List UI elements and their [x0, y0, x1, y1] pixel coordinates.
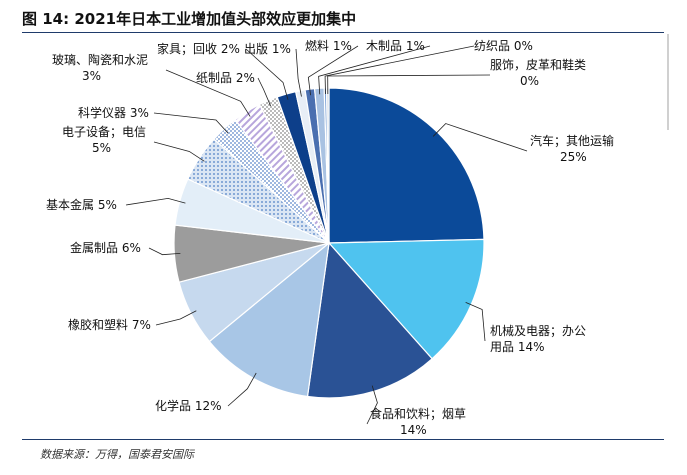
leader-line	[318, 45, 431, 95]
leader-line	[295, 48, 302, 97]
slice-label: 纺织品 0%	[474, 39, 533, 53]
chart-title: 图 14: 2021年日本工业增加值头部效应更加集中	[22, 10, 357, 28]
slice-label: 出版 1%	[244, 42, 291, 56]
leader-line	[324, 45, 475, 95]
slice-label: 木制品 1%	[366, 39, 425, 53]
leader-line	[245, 48, 289, 100]
source-note: 数据来源：万得，国泰君安国际	[40, 448, 194, 461]
slice-label: 科学仪器 3%	[78, 105, 149, 120]
title-divider	[22, 32, 664, 33]
leader-line	[307, 45, 359, 96]
slice-label: 服饰，皮革和鞋类 0%	[490, 57, 586, 88]
slice-label: 汽车；其他运输 25%	[530, 133, 614, 164]
leader-line	[125, 197, 186, 206]
leader-line	[155, 310, 197, 326]
slice-label: 纸制品 2%	[196, 71, 255, 85]
leader-line	[153, 112, 229, 134]
slice-label: 金属制品 6%	[70, 240, 141, 255]
leader-line	[327, 74, 491, 95]
leader-line	[227, 372, 257, 407]
slice-label: 食品和饮料；烟草 14%	[370, 406, 466, 437]
pie-slice	[328, 87, 485, 244]
slice-label: 家具；回收 2%	[157, 41, 240, 56]
slice-label: 橡胶和塑料 7%	[68, 317, 151, 332]
leader-line	[148, 247, 181, 256]
leader-line	[257, 77, 271, 107]
leader-line	[153, 141, 205, 162]
slice-label: 基本金属 5%	[46, 197, 117, 212]
footer-divider	[22, 439, 664, 440]
leader-line	[432, 123, 528, 152]
slice-label: 机械及电器；办公用品 14%	[490, 323, 586, 354]
slice-label: 电子设备；电信 5%	[62, 125, 146, 155]
leader-line	[465, 302, 486, 342]
edge-bar	[667, 34, 669, 130]
slice-label: 化学品 12%	[155, 398, 222, 413]
slice-label: 燃料 1%	[305, 38, 352, 53]
leader-line	[366, 385, 378, 425]
leader-line	[165, 69, 251, 117]
slice-label: 玻璃、陶瓷和水泥 3%	[52, 52, 148, 83]
